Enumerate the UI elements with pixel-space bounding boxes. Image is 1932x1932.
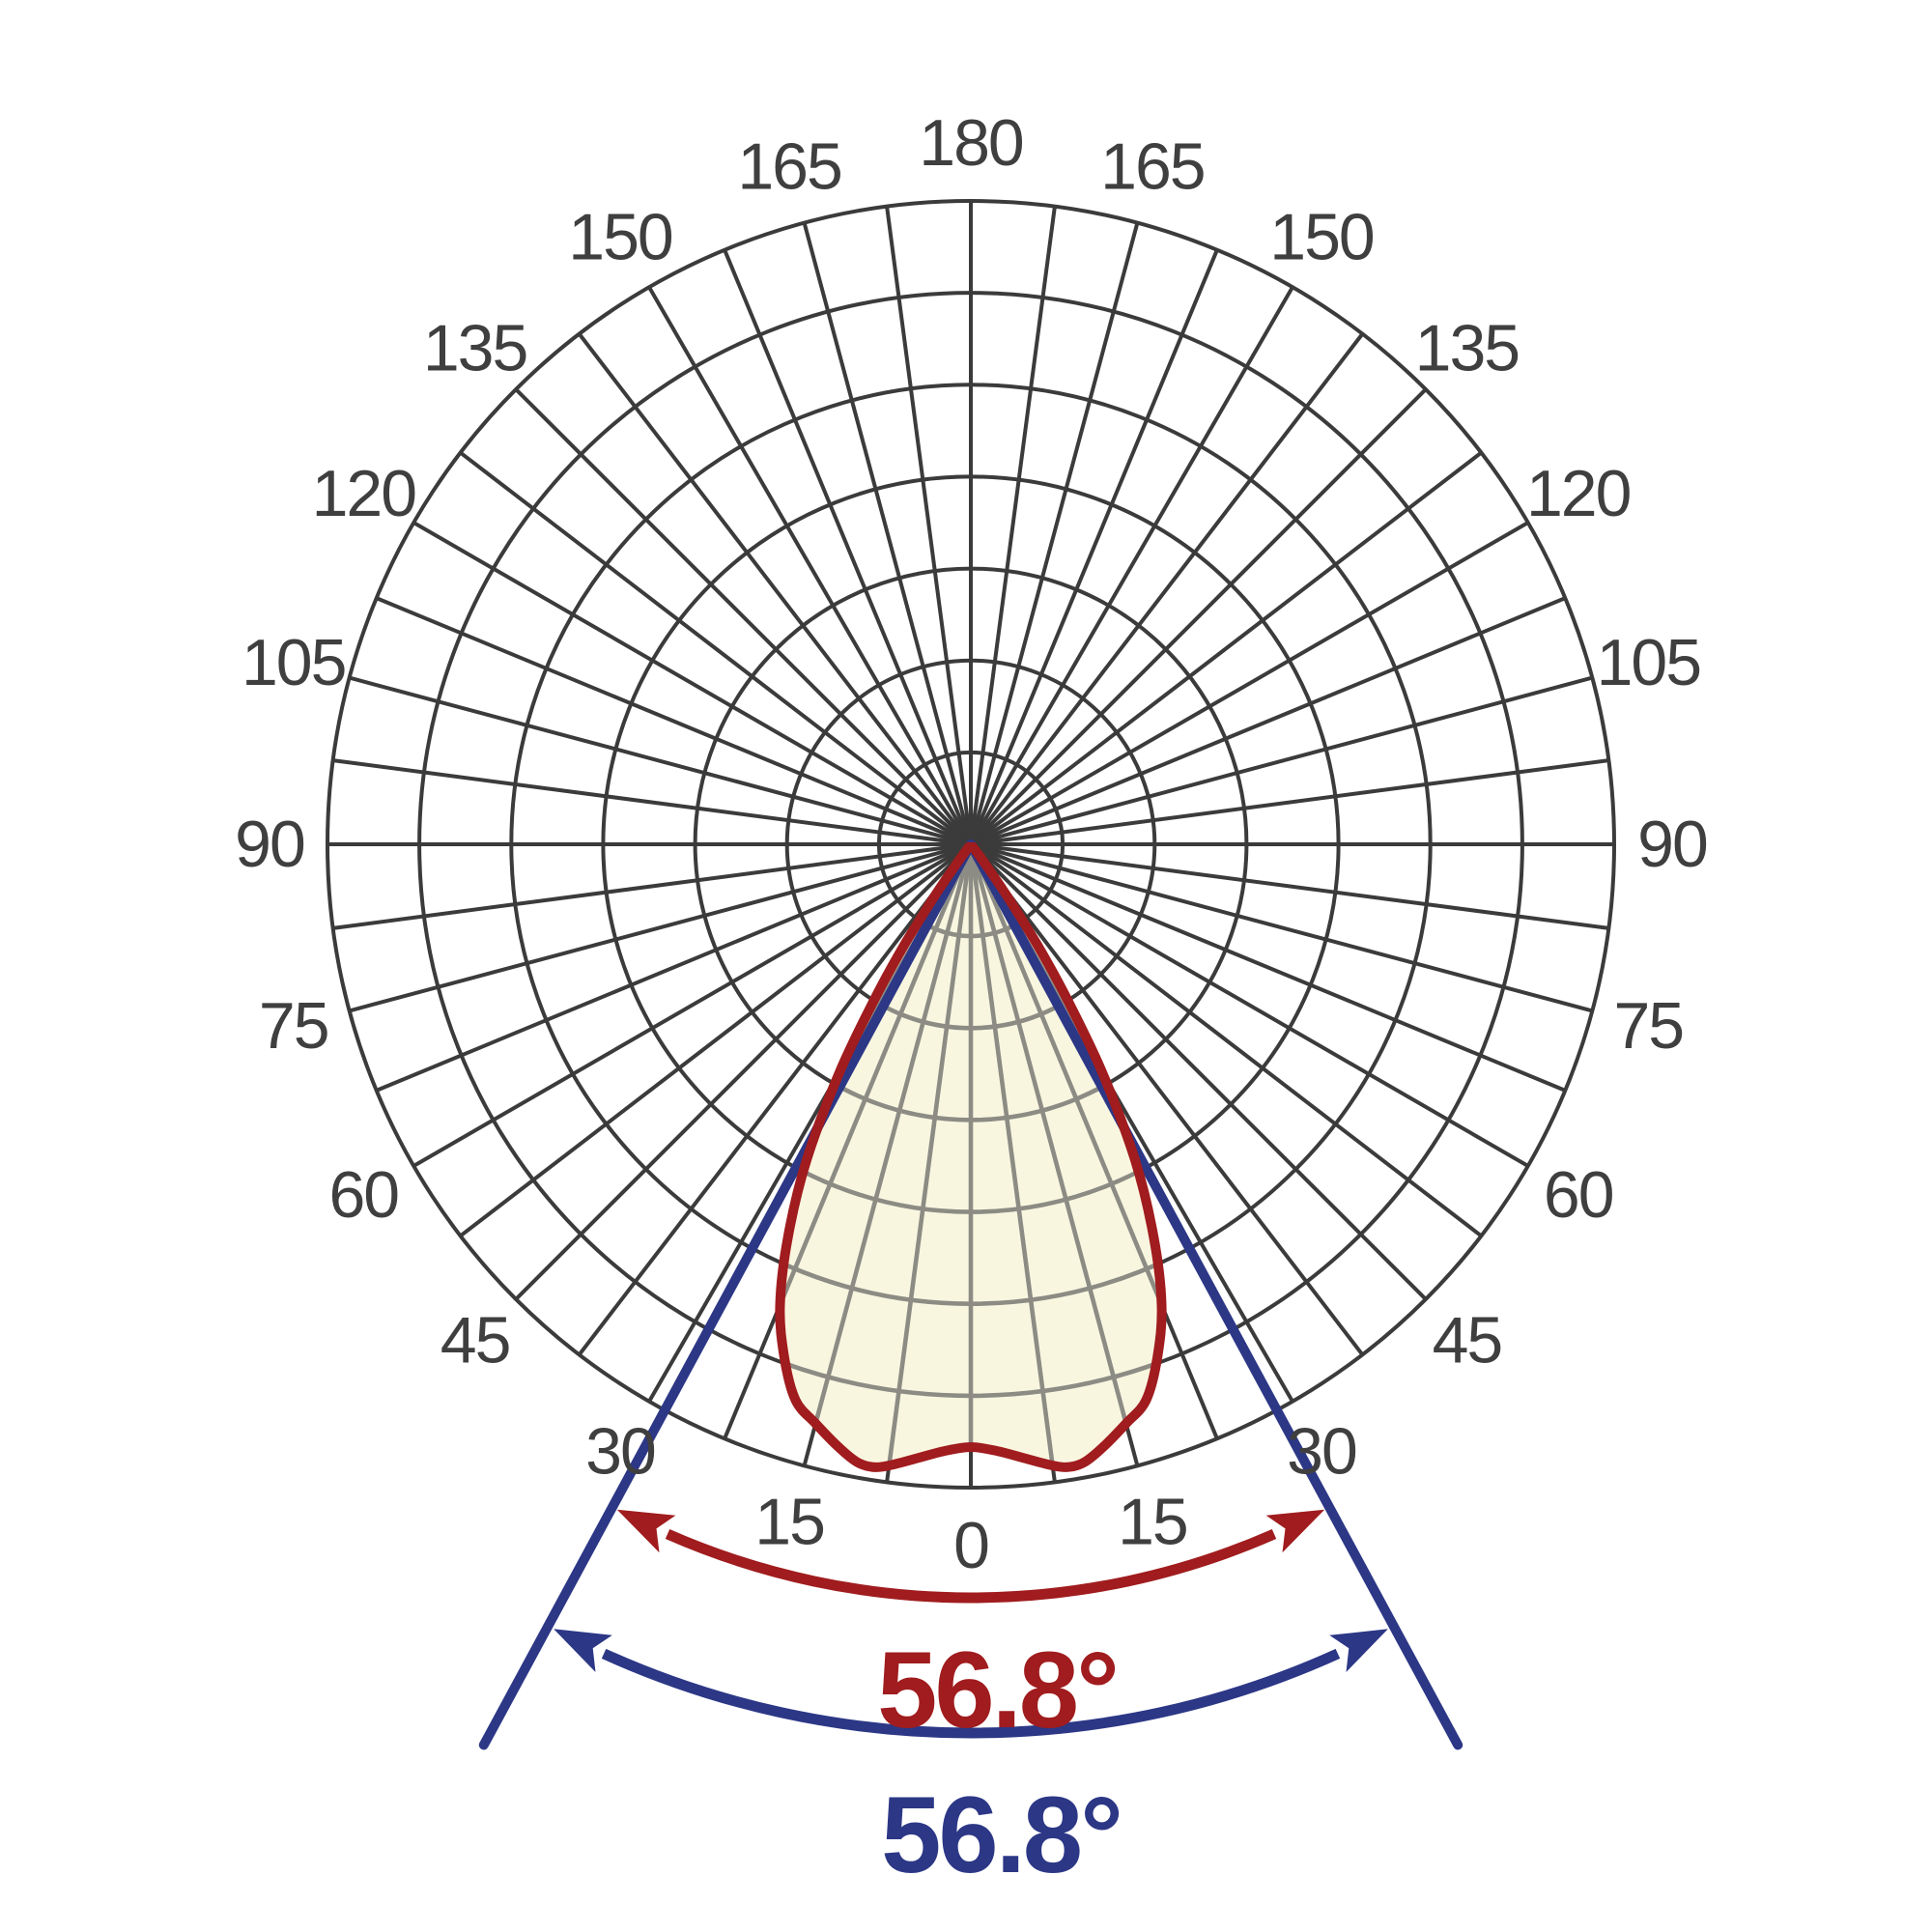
angle-tick-label-60-left: 60 <box>328 1158 398 1232</box>
angle-tick-label-0-bottom: 0 <box>953 1509 988 1582</box>
angle-tick-label-180-top: 180 <box>919 106 1023 180</box>
angle-tick-label-150-left: 150 <box>568 200 672 273</box>
angle-tick-label-75-left: 75 <box>259 989 328 1063</box>
polar-grid-radial-line <box>802 846 1140 1466</box>
angle-tick-label-60-right: 60 <box>1544 1158 1613 1232</box>
polar-grid-ring <box>780 846 1162 1122</box>
angle-tick-label-45-left: 45 <box>440 1303 510 1377</box>
polar-grid-inside-beam <box>780 846 1162 1467</box>
polar-grid-ring <box>784 846 1157 1031</box>
beam-angle-value-c0: 56.8° <box>877 1630 1117 1750</box>
beam-angle-line-left <box>478 839 976 1750</box>
beam-angle-indicator-c0 <box>616 1509 1325 1604</box>
intensity-curve <box>775 841 1167 1472</box>
angle-tick-label-165-left: 165 <box>737 130 840 204</box>
angle-tick-label-45-right: 45 <box>1433 1303 1502 1377</box>
angle-tick-label-30-right: 30 <box>1287 1415 1356 1489</box>
angle-tick-label-90-right: 90 <box>1637 808 1707 881</box>
polar-grid-ring <box>326 199 1616 1490</box>
polar-grid-ring <box>780 846 1162 1399</box>
polar-grid-ring <box>876 846 1065 939</box>
beam-angle-indicator-c90-arrowhead <box>554 1629 612 1672</box>
angle-tick-label-135-left: 135 <box>423 312 526 385</box>
polar-grid-radial-line <box>802 846 1140 1466</box>
polar-grid-ring <box>780 846 1162 1307</box>
angle-tick-label-105-left: 105 <box>242 626 345 699</box>
angle-tick-label-120-right: 120 <box>1526 457 1631 530</box>
angle-tick-label-90-left: 90 <box>235 808 304 881</box>
beam-angle-indicator-c90-arrowhead <box>1329 1629 1388 1672</box>
angle-tick-label-15-left: 15 <box>754 1485 824 1558</box>
polar-grid-radial-line <box>780 846 1162 1440</box>
angle-tick-label-135-right: 135 <box>1415 312 1519 385</box>
angle-tick-label-120-left: 120 <box>312 457 416 530</box>
angle-tick-label-105-right: 105 <box>1597 626 1700 699</box>
angle-tick-label-165-right: 165 <box>1100 130 1204 204</box>
angle-tick-label-150-right: 150 <box>1269 200 1374 273</box>
polar-grid-radial-line <box>884 846 1058 1467</box>
angle-tick-label-30-left: 30 <box>585 1415 655 1489</box>
beam-angle-indicator-c90 <box>554 1629 1388 1739</box>
polar-grid-radial-line <box>780 846 1162 1440</box>
beam-angle-indicator-c0-arrowhead <box>616 1509 676 1553</box>
angle-tick-label-15-right: 15 <box>1118 1485 1187 1558</box>
polar-grid-radial-line <box>884 846 1058 1467</box>
polar-grid-ring <box>780 846 1162 1214</box>
beam-angle-value-c90: 56.8° <box>881 1775 1121 1895</box>
beam-angle-indicator-c90-arc <box>601 1648 1341 1739</box>
beam-angle-line-right <box>966 839 1463 1750</box>
beam-angle-indicator-c0-arrowhead <box>1265 1509 1325 1553</box>
angle-tick-label-75-right: 75 <box>1613 989 1683 1063</box>
beam-angle-indicator-c0-arc <box>665 1528 1277 1604</box>
